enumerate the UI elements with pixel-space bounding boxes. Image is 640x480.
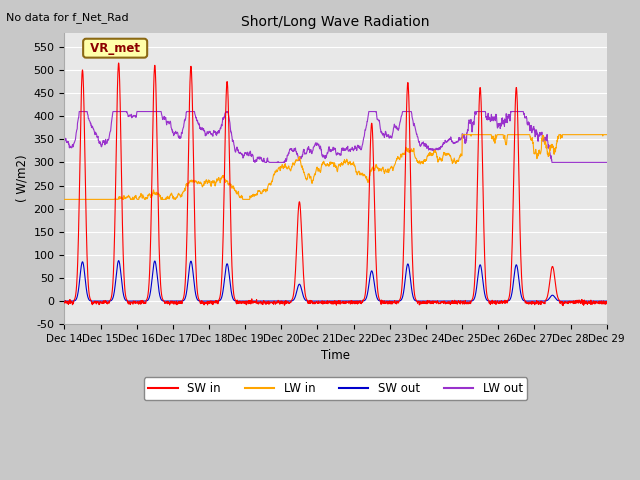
Y-axis label: ( W/m2): ( W/m2) [15,155,28,203]
X-axis label: Time: Time [321,349,350,362]
Title: Short/Long Wave Radiation: Short/Long Wave Radiation [241,15,430,29]
Text: VR_met: VR_met [86,42,144,55]
Legend: SW in, LW in, SW out, LW out: SW in, LW in, SW out, LW out [144,377,527,400]
Text: No data for f_Net_Rad: No data for f_Net_Rad [6,12,129,23]
